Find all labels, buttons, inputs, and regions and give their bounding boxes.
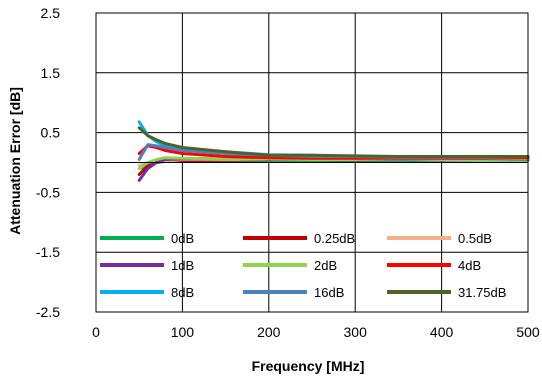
- y-axis-title: Attenuation Error [dB]: [7, 87, 23, 235]
- y-tick-label: 0.5: [41, 125, 61, 141]
- x-tick-label: 300: [344, 324, 368, 340]
- x-tick-label: 0: [92, 324, 100, 340]
- legend-label: 0.25dB: [314, 231, 355, 246]
- y-tick-label: 2.5: [41, 5, 61, 21]
- y-tick-label: -0.5: [36, 184, 60, 200]
- legend-label: 31.75dB: [458, 285, 506, 300]
- y-tick-label: -1.5: [36, 244, 60, 260]
- legend-label: 1dB: [171, 258, 194, 273]
- y-tick-label: 1.5: [41, 65, 61, 81]
- x-tick-label: 100: [171, 324, 195, 340]
- legend-label: 4dB: [458, 258, 481, 273]
- x-tick-label: 500: [516, 324, 540, 340]
- x-tick-label: 400: [430, 324, 454, 340]
- x-axis-title: Frequency [MHz]: [252, 358, 365, 374]
- legend-label: 2dB: [314, 258, 337, 273]
- legend-label: 16dB: [314, 285, 344, 300]
- legend: 0dB 0.25dB 0.5dB 1dB 2dB 4dB 8dB 16dB 31.75dB: [100, 231, 506, 300]
- y-tick-label: -2.5: [36, 304, 60, 320]
- tick-labels: 0 100 200 300 400 500 -2.5 -1.5 -0.5 0.5 1.5 2.5: [36, 5, 540, 340]
- legend-label: 0.5dB: [458, 231, 492, 246]
- plot-frame: [95, 12, 529, 313]
- series-line-31.75dB: [137, 126, 530, 158]
- legend-label: 0dB: [171, 231, 194, 246]
- legend-label: 8dB: [171, 285, 194, 300]
- x-tick-label: 200: [257, 324, 281, 340]
